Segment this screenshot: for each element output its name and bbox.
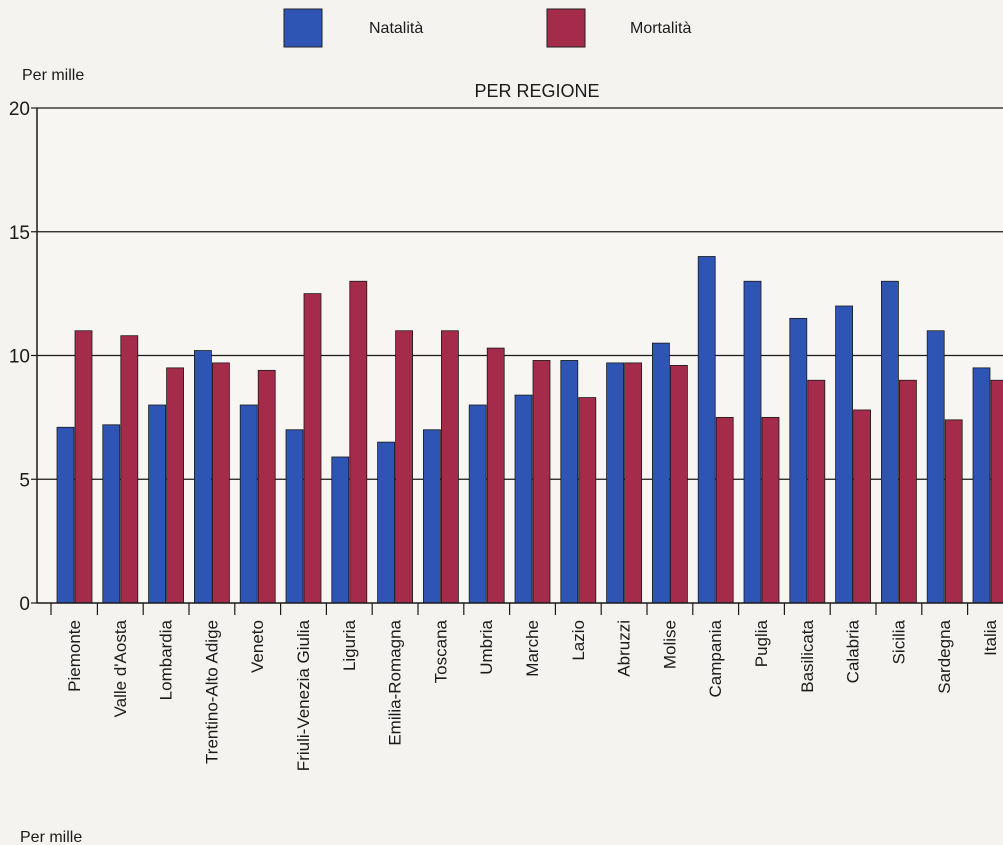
category-label-lazio: Lazio bbox=[569, 620, 588, 661]
category-label-toscana: Toscana bbox=[431, 619, 450, 683]
category-label-umbria: Umbria bbox=[477, 619, 496, 674]
bars bbox=[56, 256, 1003, 604]
bar-mortalita-sardegna bbox=[944, 419, 963, 604]
category-label-abruzzi: Abruzzi bbox=[615, 620, 634, 677]
bar-mortalita-campania bbox=[715, 416, 734, 604]
bar-mortalita-calabria bbox=[853, 409, 871, 604]
chart-title: PER REGIONE bbox=[474, 81, 599, 101]
bar-natalita-veneto bbox=[239, 404, 258, 604]
bar-natalita-friuli-venezia-giulia bbox=[285, 429, 304, 604]
bar-natalita-umbria bbox=[468, 404, 487, 604]
bar-natalita-emilia-romagna bbox=[377, 441, 396, 604]
bar-mortalita-trentino-alto-adige bbox=[211, 362, 230, 604]
category-label-calabria: Calabria bbox=[844, 619, 863, 683]
y-axis-label: Per mille bbox=[22, 67, 84, 84]
bar-mortalita-friuli-venezia-giulia bbox=[303, 293, 322, 604]
bar-mortalita-molise bbox=[670, 364, 688, 604]
legend-swatch-mortalita bbox=[546, 8, 586, 48]
bar-mortalita-marche bbox=[532, 360, 551, 604]
category-label-liguria: Liguria bbox=[340, 619, 359, 671]
category-label-friuli-venezia-giulia: Friuli-Venezia Giulia bbox=[294, 619, 313, 771]
bar-natalita-piemonte bbox=[56, 426, 75, 604]
y-tick-label: 20 bbox=[9, 99, 30, 120]
bar-natalita-lombardia bbox=[148, 404, 167, 604]
bar-natalita-molise bbox=[652, 342, 670, 604]
bar-mortalita-basilicata bbox=[807, 379, 826, 604]
category-label-lombardia: Lombardia bbox=[157, 619, 176, 700]
bar-natalita-valle-d-aosta bbox=[102, 424, 121, 604]
legend-label-mortalita: Mortalità bbox=[630, 20, 691, 37]
category-labels: Piemonte Valle d'Aosta Lombardia Trentino-A… bbox=[65, 619, 1000, 771]
bar-natalita-lazio bbox=[560, 360, 579, 604]
category-label-sardegna: Sardegna bbox=[935, 619, 954, 693]
bar-mortalita-piemonte bbox=[74, 330, 93, 604]
bar-mortalita-emilia-romagna bbox=[395, 330, 414, 604]
category-label-emilia-romagna: Emilia-Romagna bbox=[386, 619, 405, 745]
y-tick-label: 15 bbox=[9, 223, 30, 244]
tick-labels: 0 5 10 15 20 bbox=[9, 99, 37, 615]
bar-mortalita-valle-d-aosta bbox=[120, 335, 139, 604]
legend-label-natalita: Natalità bbox=[369, 20, 423, 37]
y-tick-label: 0 bbox=[19, 594, 30, 615]
category-label-molise: Molise bbox=[660, 620, 679, 669]
bar-mortalita-sicilia bbox=[899, 379, 917, 604]
bar-mortalita-italia bbox=[990, 379, 1003, 604]
bar-mortalita-puglia bbox=[761, 416, 780, 604]
category-label-marche: Marche bbox=[523, 620, 542, 677]
bar-natalita-sicilia bbox=[881, 280, 899, 604]
bar-mortalita-toscana bbox=[440, 330, 459, 604]
bar-mortalita-veneto bbox=[257, 369, 276, 604]
bar-natalita-basilicata bbox=[789, 317, 808, 604]
bar-natalita-sardegna bbox=[926, 330, 945, 604]
bar-mortalita-lazio bbox=[578, 397, 597, 604]
legend: Natalità Mortalità bbox=[283, 8, 691, 48]
bar-natalita-marche bbox=[514, 394, 533, 604]
bar-natalita-calabria bbox=[835, 305, 853, 604]
bar-mortalita-lombardia bbox=[166, 367, 185, 604]
bar-natalita-abruzzi bbox=[606, 362, 624, 604]
category-label-campania: Campania bbox=[706, 619, 725, 697]
category-label-sicilia: Sicilia bbox=[889, 619, 908, 664]
bar-mortalita-liguria bbox=[349, 280, 368, 604]
bar-mortalita-umbria bbox=[486, 347, 505, 604]
bar-natalita-toscana bbox=[422, 429, 441, 604]
bar-natalita-italia bbox=[972, 367, 991, 604]
category-label-basilicata: Basilicata bbox=[798, 619, 817, 692]
footer-label: Per mille bbox=[20, 829, 82, 845]
bar-natalita-puglia bbox=[743, 280, 762, 604]
category-label-veneto: Veneto bbox=[248, 620, 267, 673]
bar-natalita-liguria bbox=[331, 456, 350, 604]
category-label-valle-d-aosta: Valle d'Aosta bbox=[111, 619, 130, 717]
y-tick-label: 10 bbox=[9, 347, 30, 368]
bar-natalita-campania bbox=[697, 256, 716, 604]
bar-natalita-trentino-alto-adige bbox=[193, 350, 212, 604]
category-label-piemonte: Piemonte bbox=[65, 620, 84, 692]
y-tick-label: 5 bbox=[19, 470, 30, 491]
category-label-trentino-alto-adige: Trentino-Alto Adige bbox=[202, 620, 221, 764]
category-label-italia: Italia bbox=[981, 619, 1000, 655]
category-label-puglia: Puglia bbox=[752, 619, 771, 667]
legend-swatch-natalita bbox=[283, 8, 323, 48]
bar-mortalita-abruzzi bbox=[624, 362, 642, 604]
